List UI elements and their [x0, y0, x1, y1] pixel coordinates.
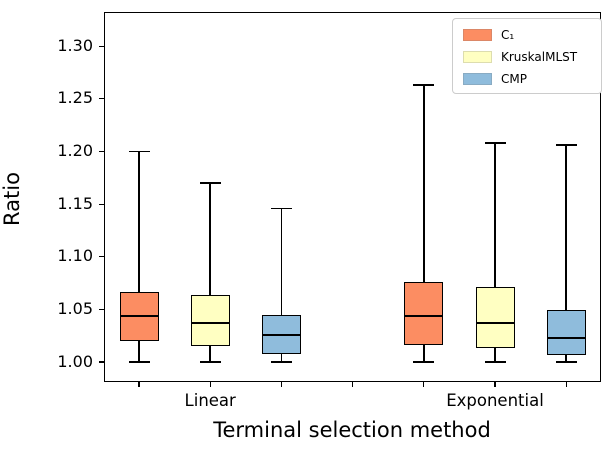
x-tick-mark — [209, 382, 211, 387]
whisker-cap-low-c-linear — [128, 361, 150, 363]
legend-entry-cmp: CMP — [463, 71, 591, 86]
box-cmp-exponential — [546, 310, 586, 355]
y-tick-label: 1.25 — [57, 88, 93, 108]
whisker-cap-low-kruskalmlst-exponential — [484, 361, 506, 363]
whisker-cap-low-cmp-exponential — [555, 361, 577, 363]
whisker-cmp-exponential — [565, 145, 567, 363]
median-cmp-linear — [261, 333, 301, 336]
whisker-cap-high-cmp-exponential — [555, 144, 577, 146]
whisker-cmp-linear — [280, 208, 283, 363]
x-tick-mark — [494, 382, 496, 387]
whisker-cap-high-kruskalmlst-exponential — [484, 142, 506, 144]
whisker-cap-high-c-exponential — [413, 84, 435, 86]
legend-label-kruskalmlst: KruskalMLST — [501, 49, 578, 64]
median-kruskalmlst-linear — [190, 322, 230, 325]
y-tick-label: 1.15 — [57, 193, 93, 213]
legend-entry-kruskalmlst: KruskalMLST — [463, 49, 591, 64]
x-tick-mark — [280, 382, 282, 387]
legend-swatch-cmp — [463, 72, 492, 85]
x-tick-mark — [423, 382, 425, 387]
x-tick-mark — [138, 382, 140, 387]
x-tick-mark — [565, 382, 567, 387]
y-tick-mark — [98, 256, 104, 258]
legend-label-cmp: CMP — [501, 71, 527, 86]
whisker-cap-high-kruskalmlst-linear — [199, 182, 221, 184]
y-tick-label: 1.30 — [57, 35, 93, 55]
whisker-c-exponential — [423, 85, 425, 363]
y-axis-label: Ratio — [0, 172, 24, 226]
x-tick-mark — [352, 382, 354, 387]
legend-entry-c1: C₁ — [463, 27, 591, 42]
y-tick-mark — [98, 98, 104, 100]
y-tick-label: 1.00 — [57, 351, 93, 371]
median-c-exponential — [404, 314, 444, 317]
y-tick-mark — [98, 308, 104, 310]
whisker-kruskalmlst-linear — [209, 183, 211, 363]
y-tick-label: 1.20 — [57, 140, 93, 160]
x-group-label: Exponential — [446, 391, 544, 410]
median-c-linear — [119, 314, 159, 317]
legend-swatch-c1 — [463, 28, 492, 41]
whisker-c-linear — [138, 151, 140, 363]
y-tick-label: 1.10 — [57, 246, 93, 266]
whisker-cap-high-cmp-linear — [270, 207, 292, 210]
y-tick-mark — [98, 361, 104, 363]
box-kruskalmlst-exponential — [475, 287, 515, 349]
y-tick-mark — [98, 45, 104, 47]
whisker-kruskalmlst-exponential — [494, 143, 496, 363]
median-kruskalmlst-exponential — [475, 322, 515, 325]
y-tick-mark — [98, 203, 104, 205]
y-tick-mark — [98, 150, 104, 153]
whisker-cap-low-cmp-linear — [270, 361, 292, 363]
median-cmp-exponential — [546, 336, 586, 339]
legend-swatch-kruskalmlst — [463, 50, 492, 63]
box-kruskalmlst-linear — [190, 294, 230, 347]
legend: C₁ KruskalMLST CMP — [452, 18, 602, 94]
x-axis-label: Terminal selection method — [213, 418, 491, 442]
whisker-cap-high-c-linear — [128, 150, 150, 153]
legend-label-c1: C₁ — [501, 27, 515, 42]
whisker-cap-low-c-exponential — [413, 361, 435, 363]
box-c-exponential — [404, 282, 444, 346]
x-group-label: Linear — [184, 391, 236, 410]
y-tick-label: 1.05 — [57, 298, 93, 318]
whisker-cap-low-kruskalmlst-linear — [199, 361, 221, 363]
